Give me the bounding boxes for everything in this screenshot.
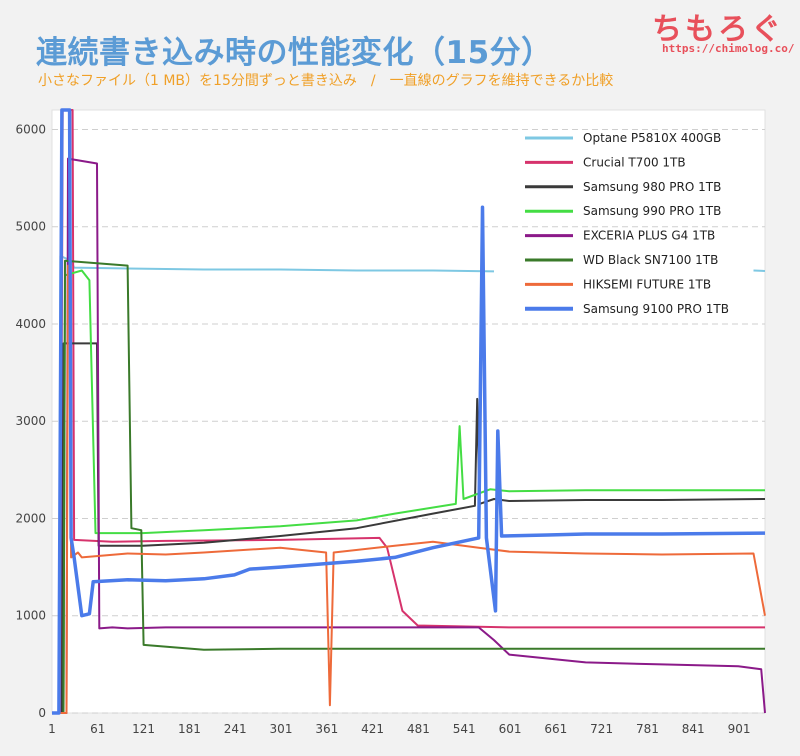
y-tick-label: 3000 [15, 414, 46, 428]
legend-label: Samsung 990 PRO 1TB [583, 204, 721, 218]
y-tick-label: 0 [38, 706, 46, 720]
x-tick-label: 841 [682, 722, 705, 736]
x-tick-label: 361 [315, 722, 338, 736]
legend-label: Samsung 980 PRO 1TB [583, 180, 721, 194]
series-line-7 [52, 108, 766, 715]
legend-label: Optane P5810X 400GB [583, 131, 721, 145]
legend-label: Samsung 9100 PRO 1TB [583, 302, 729, 316]
chart-title: 連続書き込み時の性能変化（15分） [36, 35, 553, 71]
y-tick-label: 6000 [15, 122, 46, 136]
y-axis-ticks: 0 1000 2000 3000 4000 5000 6000 [15, 122, 46, 720]
series-line-3 [52, 269, 765, 714]
legend-label: Crucial T700 1TB [583, 155, 686, 169]
x-tick-label: 901 [728, 722, 751, 736]
y-tick-label: 4000 [15, 317, 46, 331]
brand-logo: ちもろぐ https://chimolog.co/ [652, 4, 797, 60]
series-line-5 [52, 259, 765, 714]
x-tick-label: 721 [590, 722, 613, 736]
x-tick-label: 1 [48, 722, 56, 736]
legend-label: EXCERIA PLUS G4 1TB [583, 229, 715, 243]
x-tick-label: 121 [132, 722, 155, 736]
y-tick-label: 2000 [15, 511, 46, 525]
logo-text: ちもろぐ [652, 12, 784, 47]
x-tick-label: 601 [499, 722, 522, 736]
y-tick-label: 5000 [15, 220, 46, 234]
series-line-4 [52, 157, 766, 714]
x-tick-label: 421 [361, 722, 384, 736]
plot-area [51, 109, 766, 714]
x-tick-label: 181 [178, 722, 201, 736]
x-tick-label: 61 [90, 722, 105, 736]
legend-label: HIKSEMI FUTURE 1TB [583, 277, 711, 291]
x-tick-label: 241 [224, 722, 247, 736]
legend: Optane P5810X 400GB Crucial T700 1TB Samsu… [525, 131, 729, 316]
x-axis-ticks: 1 61 121 181 241 301 361 421 481 541 601 661 721 781 8… [48, 722, 750, 736]
logo-url: https://chimolog.co/ [662, 42, 795, 55]
grid-lines [52, 128, 765, 714]
y-tick-label: 1000 [15, 609, 46, 623]
x-tick-label: 301 [270, 722, 293, 736]
x-tick-label: 781 [636, 722, 659, 736]
legend-label: WD Black SN7100 1TB [583, 253, 718, 267]
x-tick-label: 481 [407, 722, 430, 736]
x-tick-label: 661 [544, 722, 567, 736]
x-tick-label: 541 [453, 722, 476, 736]
chart-subtitle: 小さなファイル（1 MB）を15分間ずっと書き込み / 一直線のグラフを維持でき… [38, 73, 614, 89]
series-lines [52, 108, 766, 715]
